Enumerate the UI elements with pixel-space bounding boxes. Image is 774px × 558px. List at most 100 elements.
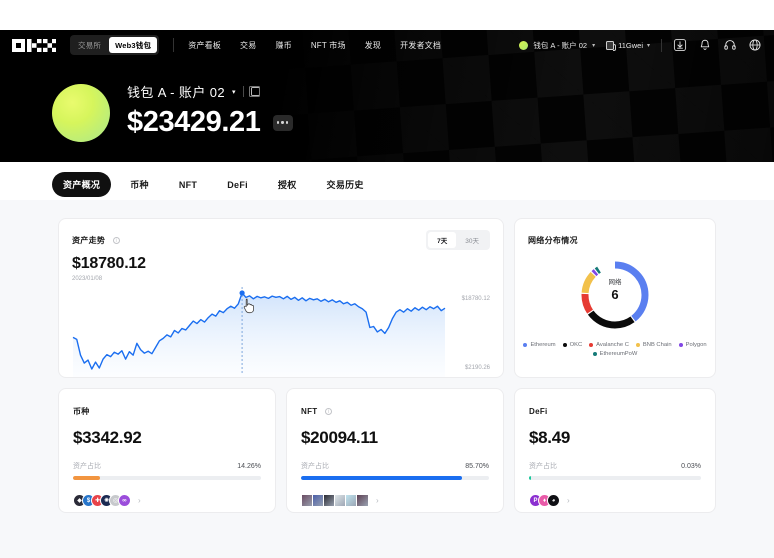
nft-card[interactable]: NFT i $20094.11 资产占比 85.70% › — [286, 388, 504, 513]
defi-card-inner: DeFi $8.49 资产占比 0.03% P ♦ ◕ › — [515, 389, 715, 507]
asset-trend-card: 资产走势 i $18780.12 2023/01/08 7天 30天 — [58, 218, 504, 378]
network-header: 网络分布情况 — [515, 219, 715, 248]
download-icon[interactable] — [673, 38, 687, 52]
trend-amount: $18780.12 — [72, 255, 146, 272]
tokens-ratio-value: 14.26% — [237, 463, 261, 470]
defi-card[interactable]: DeFi $8.49 资产占比 0.03% P ♦ ◕ › — [514, 388, 716, 513]
token-avatar-stack: ◆ $ ✚ ✺ ◎ ∞ — [73, 494, 131, 507]
mouse-cursor-icon — [243, 298, 254, 314]
axis-label-low: $2190.26 — [464, 365, 490, 371]
nav-link-trade[interactable]: 交易 — [240, 40, 257, 50]
tokens-amount: $3342.92 — [73, 428, 142, 447]
more-options-button[interactable] — [272, 114, 293, 131]
range-toggle: 7天 30天 — [426, 230, 490, 250]
legend-item: Polygon — [678, 342, 707, 348]
wallet-selector[interactable]: 钱包 A - 账户 02 ▾ — [519, 40, 595, 51]
okx-logo[interactable] — [12, 38, 56, 52]
tokens-ratio-row: 资产占比 14.26% — [73, 461, 261, 471]
nft-icon-row[interactable]: › — [301, 494, 489, 507]
gas-price-chip[interactable]: 11Gwei ▾ — [606, 40, 650, 51]
nav-link-developer-docs[interactable]: 开发者文档 — [400, 40, 442, 50]
nav-link-assets[interactable]: 资产看板 — [188, 40, 221, 50]
nav-link-nft-market[interactable]: NFT 市场 — [310, 40, 346, 50]
nav-links: 资产看板 交易 赚币 NFT 市场 发现 开发者文档 — [188, 40, 441, 51]
range-30d[interactable]: 30天 — [465, 238, 479, 245]
chevron-down-icon[interactable]: ▾ — [232, 88, 236, 96]
legend-item: EthereumPoW — [592, 351, 638, 357]
content-area: 资产走势 i $18780.12 2023/01/08 7天 30天 — [0, 200, 774, 558]
axis-label-high: $18780.12 — [461, 296, 490, 302]
tab-history[interactable]: 交易历史 — [326, 180, 364, 190]
trend-title: 资产走势 — [72, 236, 106, 245]
legend-color-dot — [523, 343, 528, 347]
legend-label: Avalanche C — [596, 342, 629, 348]
product-switcher: 交易所 Web3钱包 — [70, 35, 160, 55]
gas-price-label: 11Gwei — [618, 40, 643, 50]
donut-segment[interactable] — [581, 261, 649, 329]
nft-thumbnail-stack — [301, 494, 369, 507]
okx-logo-icon — [12, 38, 56, 52]
nav-divider — [173, 38, 175, 52]
legend-label: EthereumPoW — [599, 351, 638, 357]
donut-segment[interactable] — [581, 261, 649, 329]
tab-overview[interactable]: 资产概况 — [52, 172, 112, 197]
nft-title: NFT — [301, 407, 318, 416]
trend-header-left: 资产走势 i $18780.12 2023/01/08 — [72, 230, 146, 282]
defi-progress-track — [529, 476, 701, 480]
top-navbar: 交易所 Web3钱包 资产看板 交易 赚币 NFT 市场 发现 开发者文档 钱包… — [0, 30, 774, 60]
chevron-right-icon[interactable]: › — [567, 496, 570, 505]
trend-chart-svg — [72, 287, 446, 377]
avatar[interactable] — [52, 84, 110, 142]
trend-title-row: 资产走势 i — [72, 230, 146, 248]
account-details: 钱包 A - 账户 02 ▾ $23429.21 — [127, 78, 293, 139]
legend-color-dot — [589, 343, 594, 347]
tab-tokens[interactable]: 币种 — [130, 180, 149, 190]
tokens-icon-row[interactable]: ◆ $ ✚ ✺ ◎ ∞ › — [73, 494, 261, 507]
network-distribution-card: 网络分布情况 网络 6 Ethereum OKC Avalanche C BNB Ch… — [514, 218, 716, 378]
trend-chart[interactable]: $18780.12 $2190.26 — [59, 281, 503, 377]
nav-icon-divider — [661, 38, 662, 52]
token-avatar: ◕ — [547, 494, 560, 507]
nft-amount: $20094.11 — [301, 428, 378, 447]
info-icon[interactable]: i — [112, 237, 120, 244]
defi-ratio-label: 资产占比 — [529, 463, 557, 470]
donut-segment[interactable] — [581, 261, 649, 329]
tab-approvals[interactable]: 授权 — [277, 180, 297, 190]
globe-icon[interactable] — [748, 38, 762, 52]
bell-icon[interactable] — [698, 38, 712, 52]
legend-label: Ethereum — [530, 342, 556, 348]
account-name-row[interactable]: 钱包 A - 账户 02 ▾ — [127, 82, 293, 101]
nft-card-inner: NFT i $20094.11 资产占比 85.70% › — [287, 389, 503, 507]
balance-row: $23429.21 — [127, 106, 293, 139]
wallet-avatar-dot — [519, 40, 529, 50]
tab-defi[interactable]: DeFi — [227, 179, 248, 190]
legend-item: BNB Chain — [635, 342, 672, 348]
nft-ratio-label: 资产占比 — [301, 463, 329, 470]
chevron-down-icon: ▾ — [646, 42, 650, 49]
legend-color-dot — [635, 343, 640, 347]
chevron-right-icon[interactable]: › — [376, 496, 379, 505]
legend-item: Avalanche C — [589, 342, 629, 348]
nav-link-earn[interactable]: 赚币 — [275, 40, 292, 50]
tab-nft[interactable]: NFT — [178, 179, 198, 190]
dot — [285, 121, 289, 124]
nft-progress-track — [301, 476, 489, 480]
wallet-selector-label: 钱包 A - 账户 02 — [533, 40, 588, 50]
donut-center-count: 6 — [611, 287, 619, 302]
range-7d[interactable]: 7天 — [428, 232, 457, 248]
tokens-card[interactable]: 币种 $3342.92 资产占比 14.26% ◆ $ ✚ ✺ ◎ ∞ › — [58, 388, 276, 513]
account-summary: 钱包 A - 账户 02 ▾ $23429.21 — [52, 78, 293, 142]
nav-link-discover[interactable]: 发现 — [364, 40, 382, 50]
defi-icon-row[interactable]: P ♦ ◕ › — [529, 494, 701, 507]
info-icon[interactable]: i — [324, 408, 332, 415]
switch-exchange[interactable]: 交易所 — [78, 40, 102, 50]
copy-icon[interactable] — [249, 85, 261, 97]
headset-icon[interactable] — [723, 38, 737, 52]
defi-ratio-row: 资产占比 0.03% — [529, 461, 701, 471]
navbar-right: 钱包 A - 账户 02 ▾ 11Gwei ▾ — [519, 38, 762, 52]
chevron-right-icon[interactable]: › — [138, 496, 141, 505]
nft-ratio-value: 85.70% — [465, 463, 489, 470]
switch-web3-wallet[interactable]: Web3钱包 — [109, 37, 158, 53]
network-title: 网络分布情况 — [528, 236, 578, 245]
legend-color-dot — [562, 343, 567, 347]
